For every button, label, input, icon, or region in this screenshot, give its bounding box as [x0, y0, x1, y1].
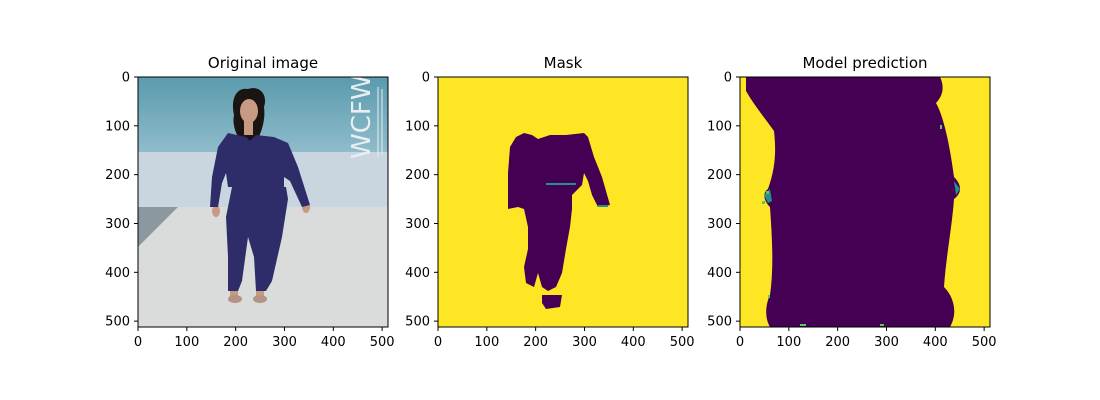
image-left-ankle: [230, 291, 238, 297]
x-tick-label: 400: [621, 335, 646, 350]
panel-original-image: WCFW Original image 0 100 200 300 400 500 0 10…: [105, 54, 394, 350]
y-axis: 0 100 200 300 400 500: [707, 71, 740, 330]
image-left-hand: [212, 205, 220, 217]
prediction-speckle: [766, 191, 769, 194]
mask-hand-edge: [598, 205, 608, 207]
mask-belt-edge: [546, 183, 576, 185]
x-tick-label: 200: [825, 335, 850, 350]
prediction-edge-speckle: [954, 181, 960, 195]
prediction-image: [740, 77, 990, 327]
axes-frame: [739, 76, 991, 328]
y-tick-label: 400: [707, 266, 732, 281]
x-tick-label: 500: [670, 335, 695, 350]
image-face: [240, 99, 258, 123]
x-tick-label: 100: [474, 335, 499, 350]
prediction-person-region: [746, 77, 960, 327]
x-tick-label: 400: [923, 335, 948, 350]
y-axis: 0 100 200 300 400 500: [105, 71, 138, 330]
axes-frame: [437, 76, 689, 328]
image-left-shoe: [228, 295, 242, 303]
panel-title: Original image: [208, 54, 318, 72]
y-tick-label: 100: [707, 119, 732, 134]
x-axis: 0 100 200 300 400 500: [134, 327, 395, 350]
prediction-speckle: [768, 295, 770, 298]
mask-image: [438, 77, 688, 327]
prediction-speckle: [940, 125, 942, 129]
y-tick-label: 200: [707, 168, 732, 183]
y-tick-label: 500: [105, 315, 130, 330]
panel-title: Mask: [544, 54, 583, 72]
image-neck: [244, 121, 253, 135]
x-tick-label: 0: [134, 335, 142, 350]
y-tick-label: 0: [122, 71, 130, 86]
panel-title: Model prediction: [802, 54, 927, 72]
prediction-speckle: [762, 201, 765, 204]
x-tick-label: 0: [736, 335, 744, 350]
mask-feet-region: [542, 295, 562, 309]
x-tick-label: 200: [523, 335, 548, 350]
y-tick-label: 300: [707, 217, 732, 232]
x-tick-label: 400: [321, 335, 346, 350]
y-tick-label: 200: [105, 168, 130, 183]
x-tick-label: 300: [572, 335, 597, 350]
y-axis: 0 100 200 300 400 500: [405, 71, 438, 330]
x-tick-label: 300: [874, 335, 899, 350]
y-tick-label: 200: [405, 168, 430, 183]
image-right-shoe: [253, 295, 267, 303]
y-tick-label: 500: [405, 315, 430, 330]
original-image: WCFW: [138, 74, 388, 327]
prediction-speckle: [800, 324, 806, 326]
y-tick-label: 400: [405, 266, 430, 281]
y-tick-label: 300: [405, 217, 430, 232]
prediction-edge-speckle: [764, 189, 772, 203]
x-tick-label: 200: [223, 335, 248, 350]
y-tick-label: 0: [422, 71, 430, 86]
y-tick-label: 100: [405, 119, 430, 134]
prediction-speckle: [880, 324, 884, 326]
panel-mask: Mask 0 100 200 300 400 500 0 100 200 300 400 500: [405, 54, 694, 350]
y-tick-label: 0: [724, 71, 732, 86]
x-axis: 0 100 200 300 400 500: [434, 327, 695, 350]
image-right-ankle: [256, 291, 264, 297]
image-runway-side: [138, 207, 178, 247]
image-sweater: [210, 133, 310, 207]
x-tick-label: 300: [272, 335, 297, 350]
y-tick-label: 500: [707, 315, 732, 330]
panel-model-prediction: Model prediction 0 100 200 300 400 500 0 100 20…: [707, 54, 996, 350]
x-tick-label: 100: [174, 335, 199, 350]
y-tick-label: 100: [105, 119, 130, 134]
y-tick-label: 300: [105, 217, 130, 232]
axes-frame: [137, 76, 389, 328]
mask-person-region: [508, 133, 610, 291]
x-tick-label: 500: [370, 335, 395, 350]
y-tick-label: 400: [105, 266, 130, 281]
x-axis: 0 100 200 300 400 500: [736, 327, 997, 350]
x-tick-label: 500: [972, 335, 997, 350]
x-tick-label: 0: [434, 335, 442, 350]
image-watermark: WCFW: [347, 74, 377, 159]
x-tick-label: 100: [776, 335, 801, 350]
image-trousers: [226, 187, 288, 291]
